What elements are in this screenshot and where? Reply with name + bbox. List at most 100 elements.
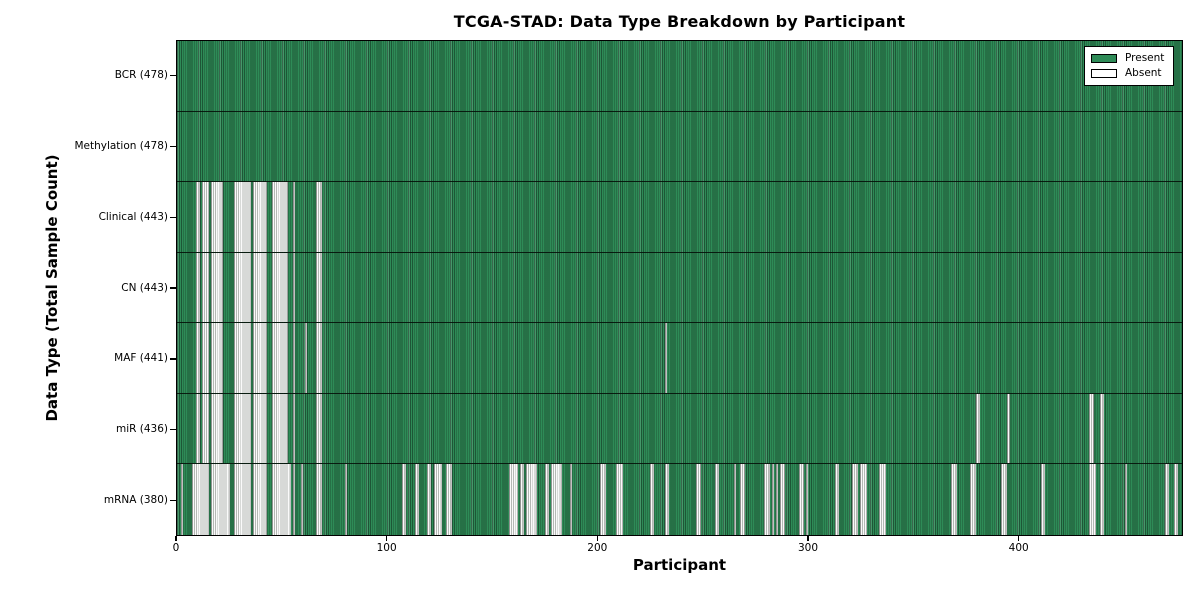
- absent-stripe: [599, 464, 606, 535]
- absent-stripe: [233, 393, 251, 464]
- x-tick-mark: [596, 536, 599, 541]
- legend-label-present: Present: [1125, 52, 1165, 64]
- absent-stripe: [509, 464, 518, 535]
- y-tick-mark: [170, 358, 176, 360]
- absent-stripe: [1173, 464, 1178, 535]
- absent-stripe: [664, 323, 667, 393]
- absent-stripe: [780, 464, 785, 535]
- absent-stripe: [650, 464, 655, 535]
- absent-stripe: [427, 464, 432, 535]
- absent-stripe: [969, 464, 976, 535]
- absent-stripe: [446, 464, 453, 535]
- absent-stripe: [414, 464, 419, 535]
- absent-stripe: [292, 464, 295, 535]
- absent-stripe: [860, 464, 867, 535]
- absent-stripe: [315, 323, 323, 393]
- absent-stripe: [292, 252, 295, 323]
- absent-stripe: [401, 464, 407, 535]
- absent-stripe: [210, 252, 224, 323]
- y-tick-mark: [170, 74, 176, 77]
- absent-stripe: [195, 323, 201, 393]
- absent-stripe: [776, 464, 779, 535]
- y-tick-mark: [170, 499, 176, 502]
- absent-stripe: [195, 182, 201, 252]
- heatmap-row-CN: [177, 252, 1182, 324]
- absent-stripe: [271, 252, 289, 323]
- absent-stripe: [975, 393, 981, 464]
- y-tick-mark: [170, 216, 176, 218]
- absent-stripe: [210, 393, 224, 464]
- absent-stripe: [1165, 464, 1170, 535]
- absent-stripe: [616, 464, 623, 535]
- absent-stripe: [433, 464, 442, 535]
- absent-stripe: [252, 323, 268, 393]
- absent-stripe: [210, 182, 224, 252]
- absent-stripe: [233, 464, 251, 535]
- absent-stripe: [851, 464, 859, 535]
- absent-stripe: [292, 323, 295, 393]
- absent-stripe: [1007, 393, 1010, 464]
- x-tick-label-100: 100: [376, 542, 397, 554]
- absent-stripe: [252, 393, 268, 464]
- legend-label-absent: Absent: [1125, 67, 1162, 79]
- y-tick-label-mRNA: mRNA (380): [103, 494, 168, 507]
- absent-stripe: [1089, 464, 1096, 535]
- x-tick-mark: [175, 536, 177, 541]
- absent-stripe: [271, 464, 291, 535]
- heatmap-row-miR: [177, 393, 1182, 465]
- y-tick-label-Methylation: Methylation (478): [74, 139, 168, 152]
- heatmap-row-mRNA: [177, 464, 1182, 535]
- y-tick-mark: [170, 287, 176, 289]
- absent-stripe: [734, 464, 737, 535]
- absent-stripe: [1100, 464, 1105, 535]
- heatmap-row-MAF: [177, 323, 1182, 394]
- y-tick-label-miR: miR (436): [115, 423, 168, 436]
- legend: Present Absent: [1084, 46, 1174, 86]
- x-tick-mark: [386, 536, 388, 541]
- absent-stripe: [805, 464, 808, 535]
- y-tick-label-Clinical: Clinical (443): [98, 210, 168, 223]
- absent-stripe: [835, 464, 840, 535]
- y-tick-mark: [170, 429, 176, 431]
- absent-stripe: [271, 182, 289, 252]
- absent-stripe: [664, 464, 669, 535]
- absent-swatch: [1091, 69, 1117, 78]
- absent-stripe: [772, 464, 775, 535]
- absent-stripe: [195, 393, 201, 464]
- absent-stripe: [519, 464, 524, 535]
- y-tick-mark: [170, 145, 176, 147]
- absent-stripe: [345, 464, 348, 535]
- absent-stripe: [1100, 393, 1105, 464]
- absent-stripe: [292, 182, 295, 252]
- absent-stripe: [315, 464, 323, 535]
- absent-stripe: [305, 323, 308, 393]
- absent-stripe: [271, 393, 289, 464]
- heatmap-row-BCR: [177, 41, 1182, 112]
- absent-stripe: [233, 323, 251, 393]
- heatmap-row-Clinical: [177, 182, 1182, 253]
- absent-stripe: [315, 393, 323, 464]
- absent-stripe: [570, 464, 573, 535]
- absent-stripe: [879, 464, 886, 535]
- absent-stripe: [191, 464, 209, 535]
- legend-item-absent: Absent: [1091, 66, 1167, 81]
- x-tick-label-0: 0: [172, 542, 180, 554]
- absent-stripe: [526, 464, 537, 535]
- absent-stripe: [210, 323, 224, 393]
- absent-stripe: [1125, 464, 1128, 535]
- absent-stripe: [696, 464, 701, 535]
- heatmap-rows: [177, 41, 1182, 535]
- absent-stripe: [763, 464, 770, 535]
- absent-stripe: [202, 252, 209, 323]
- absent-stripe: [252, 464, 268, 535]
- present-swatch: [1091, 54, 1117, 63]
- absent-stripe: [181, 464, 184, 535]
- absent-stripe: [715, 464, 720, 535]
- y-tick-label-BCR: BCR (478): [114, 68, 168, 81]
- absent-stripe: [544, 464, 550, 535]
- absent-stripe: [233, 252, 251, 323]
- y-tick-label-CN: CN (443): [121, 281, 168, 294]
- absent-stripe: [210, 464, 230, 535]
- absent-stripe: [301, 464, 304, 535]
